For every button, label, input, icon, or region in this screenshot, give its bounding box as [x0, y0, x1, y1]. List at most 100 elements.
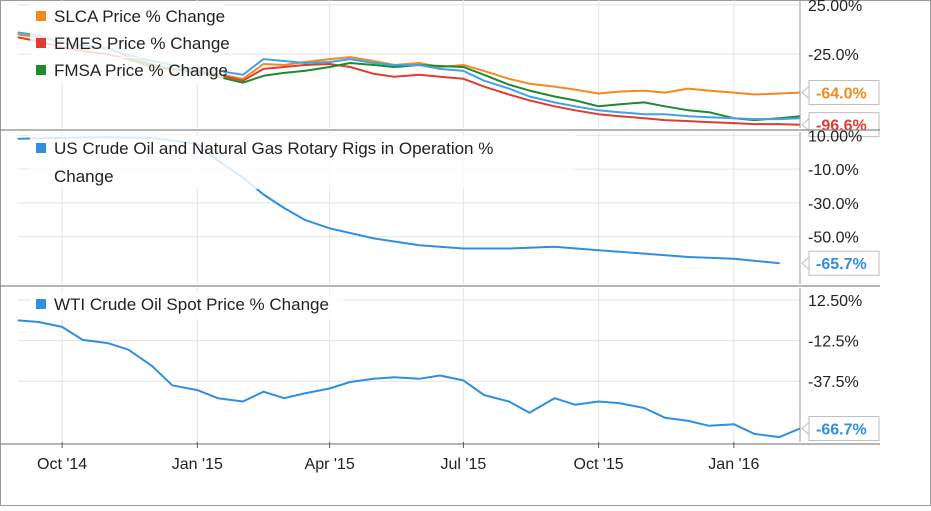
data-point	[17, 36, 19, 39]
legend-label: Change	[54, 167, 114, 186]
data-point	[643, 101, 645, 103]
data-point	[242, 78, 244, 80]
data-point	[329, 227, 331, 229]
data-point	[643, 253, 645, 255]
data-point	[418, 64, 420, 66]
callout-box	[808, 416, 880, 442]
data-point	[462, 64, 464, 66]
data-point	[17, 138, 19, 140]
legend-bg	[30, 291, 344, 319]
data-point	[373, 378, 375, 380]
data-point	[753, 118, 756, 120]
data-point	[61, 326, 63, 328]
data-point	[262, 58, 265, 60]
data-point	[687, 109, 689, 111]
data-point	[643, 113, 645, 115]
data-point	[242, 82, 244, 84]
data-point	[733, 423, 735, 425]
y-tick-label: -12.5%	[808, 334, 859, 351]
data-point	[373, 237, 375, 239]
data-point	[393, 376, 395, 378]
legend-label: FMSA Price % Change	[54, 61, 228, 80]
x-tick-label: Oct '15	[574, 456, 624, 473]
data-point	[643, 89, 645, 92]
data-point	[618, 115, 620, 117]
data-point	[439, 374, 441, 377]
data-point	[393, 76, 395, 78]
callout-label: -65.7%	[816, 256, 867, 273]
data-point	[349, 58, 351, 60]
last-value-callout: -66.7%	[801, 416, 880, 442]
data-point	[553, 397, 556, 399]
data-point	[439, 68, 441, 70]
callout-label: -64.0%	[816, 86, 867, 103]
x-tick-label: Jan '16	[708, 456, 759, 473]
data-point	[17, 33, 19, 36]
data-point	[283, 72, 285, 74]
data-point	[37, 321, 40, 323]
data-point	[598, 105, 600, 107]
data-point	[643, 117, 645, 119]
data-point	[262, 63, 265, 65]
data-point	[418, 74, 420, 76]
x-tick-label: Jan '15	[172, 456, 223, 473]
data-point	[574, 109, 576, 111]
data-point	[373, 60, 375, 62]
data-point	[528, 83, 531, 85]
panel-middle: 10.00% -10.0% -30.0% -50.0% US Crude Oil and…	[0, 128, 880, 287]
data-point	[107, 342, 109, 344]
data-point	[508, 88, 510, 90]
callout-box	[808, 80, 880, 106]
data-point	[687, 88, 689, 90]
data-point	[664, 113, 666, 115]
y-tick-label: 12.50%	[808, 293, 862, 310]
data-point	[778, 123, 781, 125]
data-point	[462, 247, 464, 250]
data-point	[329, 63, 331, 65]
data-point	[708, 121, 710, 123]
data-point	[439, 65, 441, 67]
data-point	[733, 258, 735, 260]
data-point	[304, 62, 306, 64]
legend-bg	[30, 30, 224, 58]
data-point	[283, 207, 285, 209]
series-line-wti	[17, 319, 801, 439]
data-point	[418, 378, 420, 380]
data-point	[483, 86, 485, 88]
data-point	[283, 397, 285, 399]
data-point	[262, 391, 265, 393]
data-point	[733, 122, 735, 124]
data-point	[753, 433, 756, 435]
callout-box	[808, 250, 880, 276]
x-tick-label: Jul '15	[441, 456, 487, 473]
data-point	[349, 56, 351, 58]
legend-bg	[30, 3, 224, 31]
data-point	[618, 90, 620, 93]
legend-swatch	[36, 11, 46, 21]
data-point	[553, 95, 556, 98]
data-point	[283, 64, 285, 66]
data-point	[483, 80, 485, 82]
legend: US Crude Oil and Natural Gas Rotary Rigs…	[30, 135, 575, 189]
data-point	[598, 92, 600, 95]
data-point	[483, 70, 485, 72]
y-tick-label: -30.0%	[808, 196, 859, 213]
data-point	[778, 118, 781, 120]
data-point	[508, 84, 510, 86]
data-point	[508, 247, 510, 250]
data-point	[553, 105, 556, 107]
data-point	[733, 117, 735, 119]
data-point	[262, 75, 265, 77]
data-point	[242, 74, 244, 76]
data-point	[393, 64, 395, 66]
data-point	[508, 93, 510, 96]
data-point	[687, 115, 689, 117]
legend-swatch	[36, 299, 46, 309]
legend-label: SLCA Price % Change	[54, 7, 225, 26]
data-point	[304, 70, 306, 72]
data-point	[598, 113, 600, 115]
data-point	[598, 400, 600, 403]
data-point	[393, 66, 395, 68]
data-point	[528, 99, 531, 102]
